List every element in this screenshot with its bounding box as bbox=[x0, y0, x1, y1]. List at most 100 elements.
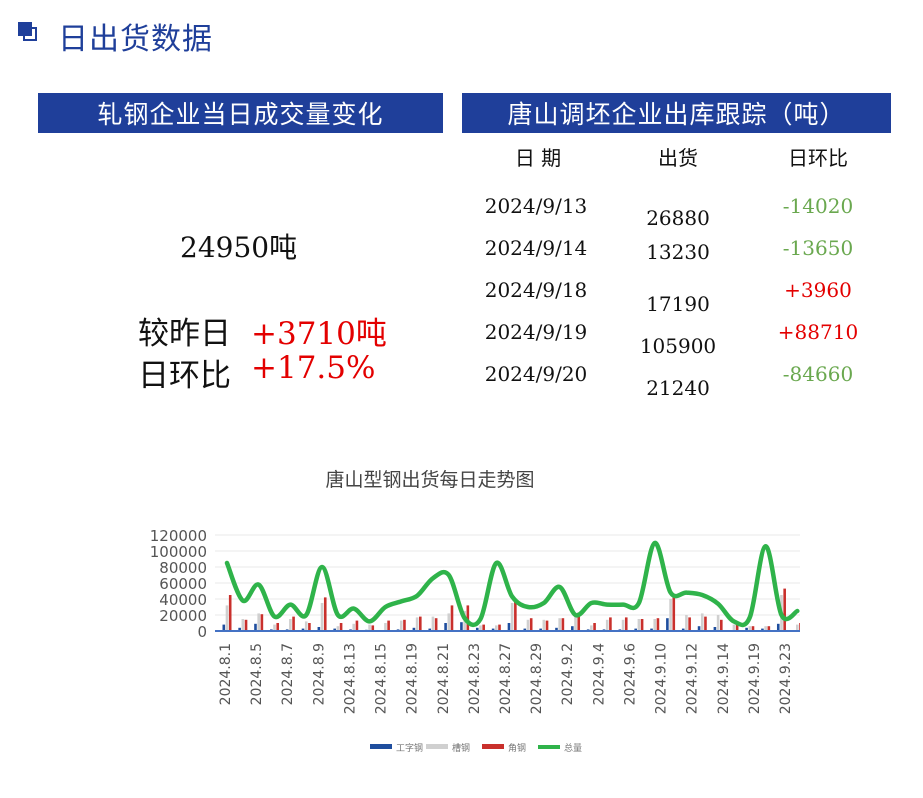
left-banner: 轧钢企业当日成交量变化 bbox=[38, 93, 443, 133]
bar-工字钢 bbox=[650, 628, 653, 631]
bar-工字钢 bbox=[713, 627, 717, 631]
bar-角钢 bbox=[767, 626, 771, 631]
vs-yesterday-label: 较昨日 bbox=[138, 316, 231, 352]
bar-角钢 bbox=[228, 595, 232, 631]
bar-工字钢 bbox=[317, 627, 321, 631]
bar-角钢 bbox=[387, 620, 390, 631]
bar-槽钢 bbox=[700, 613, 704, 631]
bar-工字钢 bbox=[555, 627, 558, 631]
header-date: 日 期 bbox=[514, 146, 562, 170]
legend-swatch-槽钢 bbox=[426, 744, 448, 749]
bar-槽钢 bbox=[510, 603, 514, 631]
y-tick-label: 120000 bbox=[150, 527, 207, 545]
row-date: 2024/9/20 bbox=[484, 362, 588, 386]
bar-角钢 bbox=[498, 624, 501, 631]
bar-槽钢 bbox=[526, 619, 530, 631]
bar-槽钢 bbox=[336, 626, 340, 631]
x-tick-label: 2024.8.19 bbox=[405, 643, 421, 714]
dod-row: 日环比 +17.5% bbox=[138, 350, 375, 395]
x-tick-label: 2024.8.21 bbox=[436, 643, 452, 714]
bar-角钢 bbox=[434, 618, 438, 631]
bar-角钢 bbox=[720, 619, 723, 631]
bar-工字钢 bbox=[697, 626, 701, 631]
bar-槽钢 bbox=[685, 615, 688, 631]
bar-工字钢 bbox=[745, 627, 748, 631]
x-tick-label: 2024.9.19 bbox=[747, 643, 763, 714]
row-dod: -13650 bbox=[782, 236, 854, 260]
bar-槽钢 bbox=[415, 617, 419, 631]
legend-label: 工字钢 bbox=[396, 742, 423, 754]
bar-角钢 bbox=[419, 616, 422, 631]
legend-swatch-工字钢 bbox=[370, 744, 392, 749]
x-tick-label: 2024.8.15 bbox=[374, 643, 390, 714]
bar-槽钢 bbox=[669, 599, 672, 631]
bar-工字钢 bbox=[523, 628, 527, 631]
x-tick-label: 2024.9.12 bbox=[685, 643, 701, 714]
right-banner: 唐山调坯企业出库跟踪（吨） bbox=[462, 93, 891, 133]
bar-槽钢 bbox=[495, 625, 498, 631]
bar-工字钢 bbox=[776, 623, 780, 631]
bar-槽钢 bbox=[605, 619, 609, 631]
shipment-chart: 唐山型钢出货每日走势图 02000040000600008000010000012… bbox=[150, 469, 800, 754]
bar-槽钢 bbox=[653, 619, 657, 631]
header-dod: 日环比 bbox=[788, 146, 848, 170]
legend-label: 槽钢 bbox=[452, 742, 470, 754]
page-title: 日出货数据 bbox=[58, 22, 213, 57]
bar-槽钢 bbox=[225, 605, 229, 631]
x-tick-label: 2024.8.9 bbox=[311, 643, 327, 705]
bar-工字钢 bbox=[571, 626, 574, 631]
y-tick-label: 80000 bbox=[159, 559, 207, 577]
bar-槽钢 bbox=[352, 623, 356, 631]
bar-角钢 bbox=[545, 620, 549, 631]
x-tick-label: 2024.8.23 bbox=[467, 643, 483, 714]
chart-title: 唐山型钢出货每日走势图 bbox=[325, 469, 534, 491]
bar-槽钢 bbox=[732, 624, 736, 631]
bar-工字钢 bbox=[238, 627, 241, 631]
x-tick-label: 2024.9.23 bbox=[778, 643, 794, 714]
bar-角钢 bbox=[561, 618, 565, 631]
x-tick-label: 2024.8.7 bbox=[280, 643, 296, 705]
bar-工字钢 bbox=[254, 623, 257, 631]
legend-label: 角钢 bbox=[508, 742, 526, 754]
bar-角钢 bbox=[704, 616, 707, 631]
bar-槽钢 bbox=[368, 624, 371, 631]
daily-volume: 24950吨 bbox=[180, 231, 298, 264]
bar-槽钢 bbox=[320, 603, 324, 631]
bar-槽钢 bbox=[590, 625, 593, 631]
x-tick-label: 2024.8.13 bbox=[342, 643, 358, 714]
legend-swatch-角钢 bbox=[482, 744, 504, 749]
bar-角钢 bbox=[403, 619, 406, 631]
bar-工字钢 bbox=[412, 627, 416, 631]
row-shipment: 26880 bbox=[646, 206, 710, 230]
bar-槽钢 bbox=[384, 623, 387, 631]
row-shipment: 13230 bbox=[646, 240, 710, 264]
row-date: 2024/9/13 bbox=[484, 194, 588, 218]
vs-yesterday-value: +3710吨 bbox=[251, 316, 387, 352]
bar-槽钢 bbox=[796, 624, 799, 631]
row-date: 2024/9/14 bbox=[484, 236, 588, 260]
bar-角钢 bbox=[656, 618, 660, 631]
bar-角钢 bbox=[308, 623, 311, 631]
x-tick-label: 2024.8.29 bbox=[529, 643, 545, 714]
bar-槽钢 bbox=[431, 616, 435, 631]
bar-角钢 bbox=[276, 623, 280, 631]
bar-角钢 bbox=[624, 617, 628, 631]
bar-工字钢 bbox=[666, 618, 669, 631]
bar-工字钢 bbox=[222, 624, 226, 631]
bar-槽钢 bbox=[304, 621, 308, 631]
bar-角钢 bbox=[799, 623, 800, 631]
bar-角钢 bbox=[640, 619, 644, 631]
bar-槽钢 bbox=[574, 613, 577, 631]
bar-角钢 bbox=[593, 623, 596, 631]
bar-槽钢 bbox=[716, 615, 720, 631]
row-dod: -14020 bbox=[782, 194, 854, 218]
bar-槽钢 bbox=[621, 619, 625, 631]
bar-角钢 bbox=[577, 612, 581, 631]
bar-工字钢 bbox=[634, 628, 637, 631]
bar-槽钢 bbox=[273, 624, 276, 631]
x-tick-label: 2024.9.2 bbox=[560, 643, 576, 705]
x-tick-label: 2024.9.6 bbox=[622, 643, 638, 705]
bar-角钢 bbox=[482, 624, 485, 631]
title-square-icon bbox=[18, 22, 38, 42]
dod-value: +17.5% bbox=[251, 350, 376, 386]
